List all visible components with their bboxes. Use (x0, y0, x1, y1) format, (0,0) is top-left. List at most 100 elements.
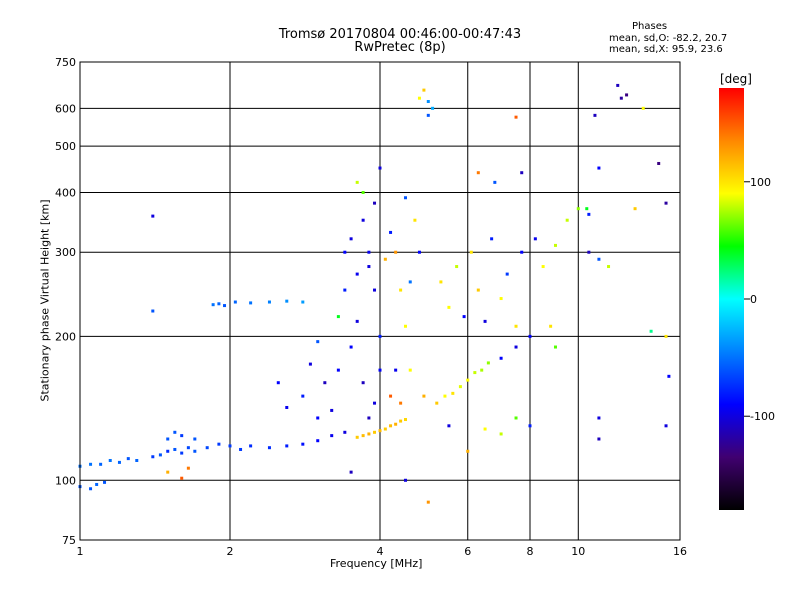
y-tick-label: 750 (55, 56, 76, 69)
data-point (158, 453, 162, 457)
data-point (408, 368, 412, 372)
data-point (520, 250, 524, 254)
data-point (355, 435, 359, 439)
data-point (355, 319, 359, 323)
data-point (533, 237, 537, 241)
data-point (233, 300, 237, 304)
data-point (378, 334, 382, 338)
data-point (186, 466, 190, 470)
data-point (451, 391, 455, 395)
data-point (361, 434, 365, 438)
data-point (267, 446, 271, 450)
data-point (343, 288, 347, 292)
data-point (193, 437, 197, 441)
data-point (664, 424, 668, 428)
data-point (473, 371, 477, 375)
data-point (205, 446, 209, 450)
x-tick-label: 1 (77, 545, 84, 558)
data-point (166, 470, 170, 474)
y-tick-label: 100 (55, 474, 76, 487)
data-point (480, 368, 484, 372)
data-point (117, 460, 121, 464)
data-point (553, 345, 557, 349)
x-tick-label: 2 (227, 545, 234, 558)
data-point (607, 265, 611, 269)
stats-heading: Phases (632, 21, 668, 32)
data-point (135, 458, 139, 462)
data-point (657, 161, 661, 165)
data-point (349, 470, 353, 474)
data-point (486, 361, 490, 365)
data-point (422, 394, 426, 398)
data-point (469, 250, 473, 254)
data-point (426, 500, 430, 504)
data-point (633, 207, 637, 211)
data-point (373, 401, 377, 405)
data-point (426, 100, 430, 104)
data-point (285, 299, 289, 303)
data-point (285, 444, 289, 448)
data-point (389, 394, 393, 398)
data-point (217, 302, 221, 306)
data-point (553, 243, 557, 247)
colorbar-tick-label: 0 (750, 293, 757, 306)
data-point (367, 432, 371, 436)
data-point (355, 272, 359, 276)
data-point (301, 300, 305, 304)
data-point (223, 304, 227, 308)
data-point (316, 439, 320, 443)
data-point (336, 368, 340, 372)
data-point (499, 356, 503, 360)
data-point (667, 374, 671, 378)
data-point (95, 482, 99, 486)
data-point (476, 171, 480, 175)
data-point (180, 451, 184, 455)
data-point (108, 458, 112, 462)
data-point (361, 190, 365, 194)
data-point (89, 462, 93, 466)
data-point (394, 422, 398, 426)
data-point (239, 447, 243, 451)
data-point (649, 329, 653, 333)
data-point (514, 345, 518, 349)
data-point (389, 230, 393, 234)
data-point (276, 381, 280, 385)
data-point (422, 88, 426, 92)
data-point (597, 416, 601, 420)
colorbar-tick-label: 100 (750, 176, 771, 189)
data-point (520, 171, 524, 175)
data-point (462, 315, 466, 319)
data-point (378, 166, 382, 170)
data-point (408, 280, 412, 284)
data-point (597, 437, 601, 441)
data-point (99, 462, 103, 466)
x-tick-label: 16 (673, 545, 687, 558)
data-point (323, 381, 327, 385)
data-point (439, 280, 443, 284)
data-point (499, 432, 503, 436)
data-point (367, 250, 371, 254)
data-point (343, 430, 347, 434)
data-point (417, 250, 421, 254)
data-point (593, 113, 597, 117)
data-point (597, 257, 601, 261)
data-point (389, 424, 393, 428)
data-point (89, 487, 93, 491)
data-point (228, 444, 232, 448)
data-point (343, 250, 347, 254)
chart-subtitle: RwPretec (8p) (354, 40, 446, 55)
chart-title: Tromsø 20170804 00:46:00-00:47:43 (278, 27, 522, 42)
data-point (435, 401, 439, 405)
data-point (413, 218, 417, 222)
x-tick-label: 8 (527, 545, 534, 558)
y-tick-label: 600 (55, 102, 76, 115)
data-point (616, 83, 620, 87)
colorbar-label: [deg] (720, 72, 752, 86)
data-point (458, 385, 462, 389)
data-point (587, 212, 591, 216)
data-point (249, 301, 253, 305)
data-point (217, 442, 221, 446)
data-point (301, 442, 305, 446)
data-point (151, 455, 155, 459)
data-point (505, 272, 509, 276)
